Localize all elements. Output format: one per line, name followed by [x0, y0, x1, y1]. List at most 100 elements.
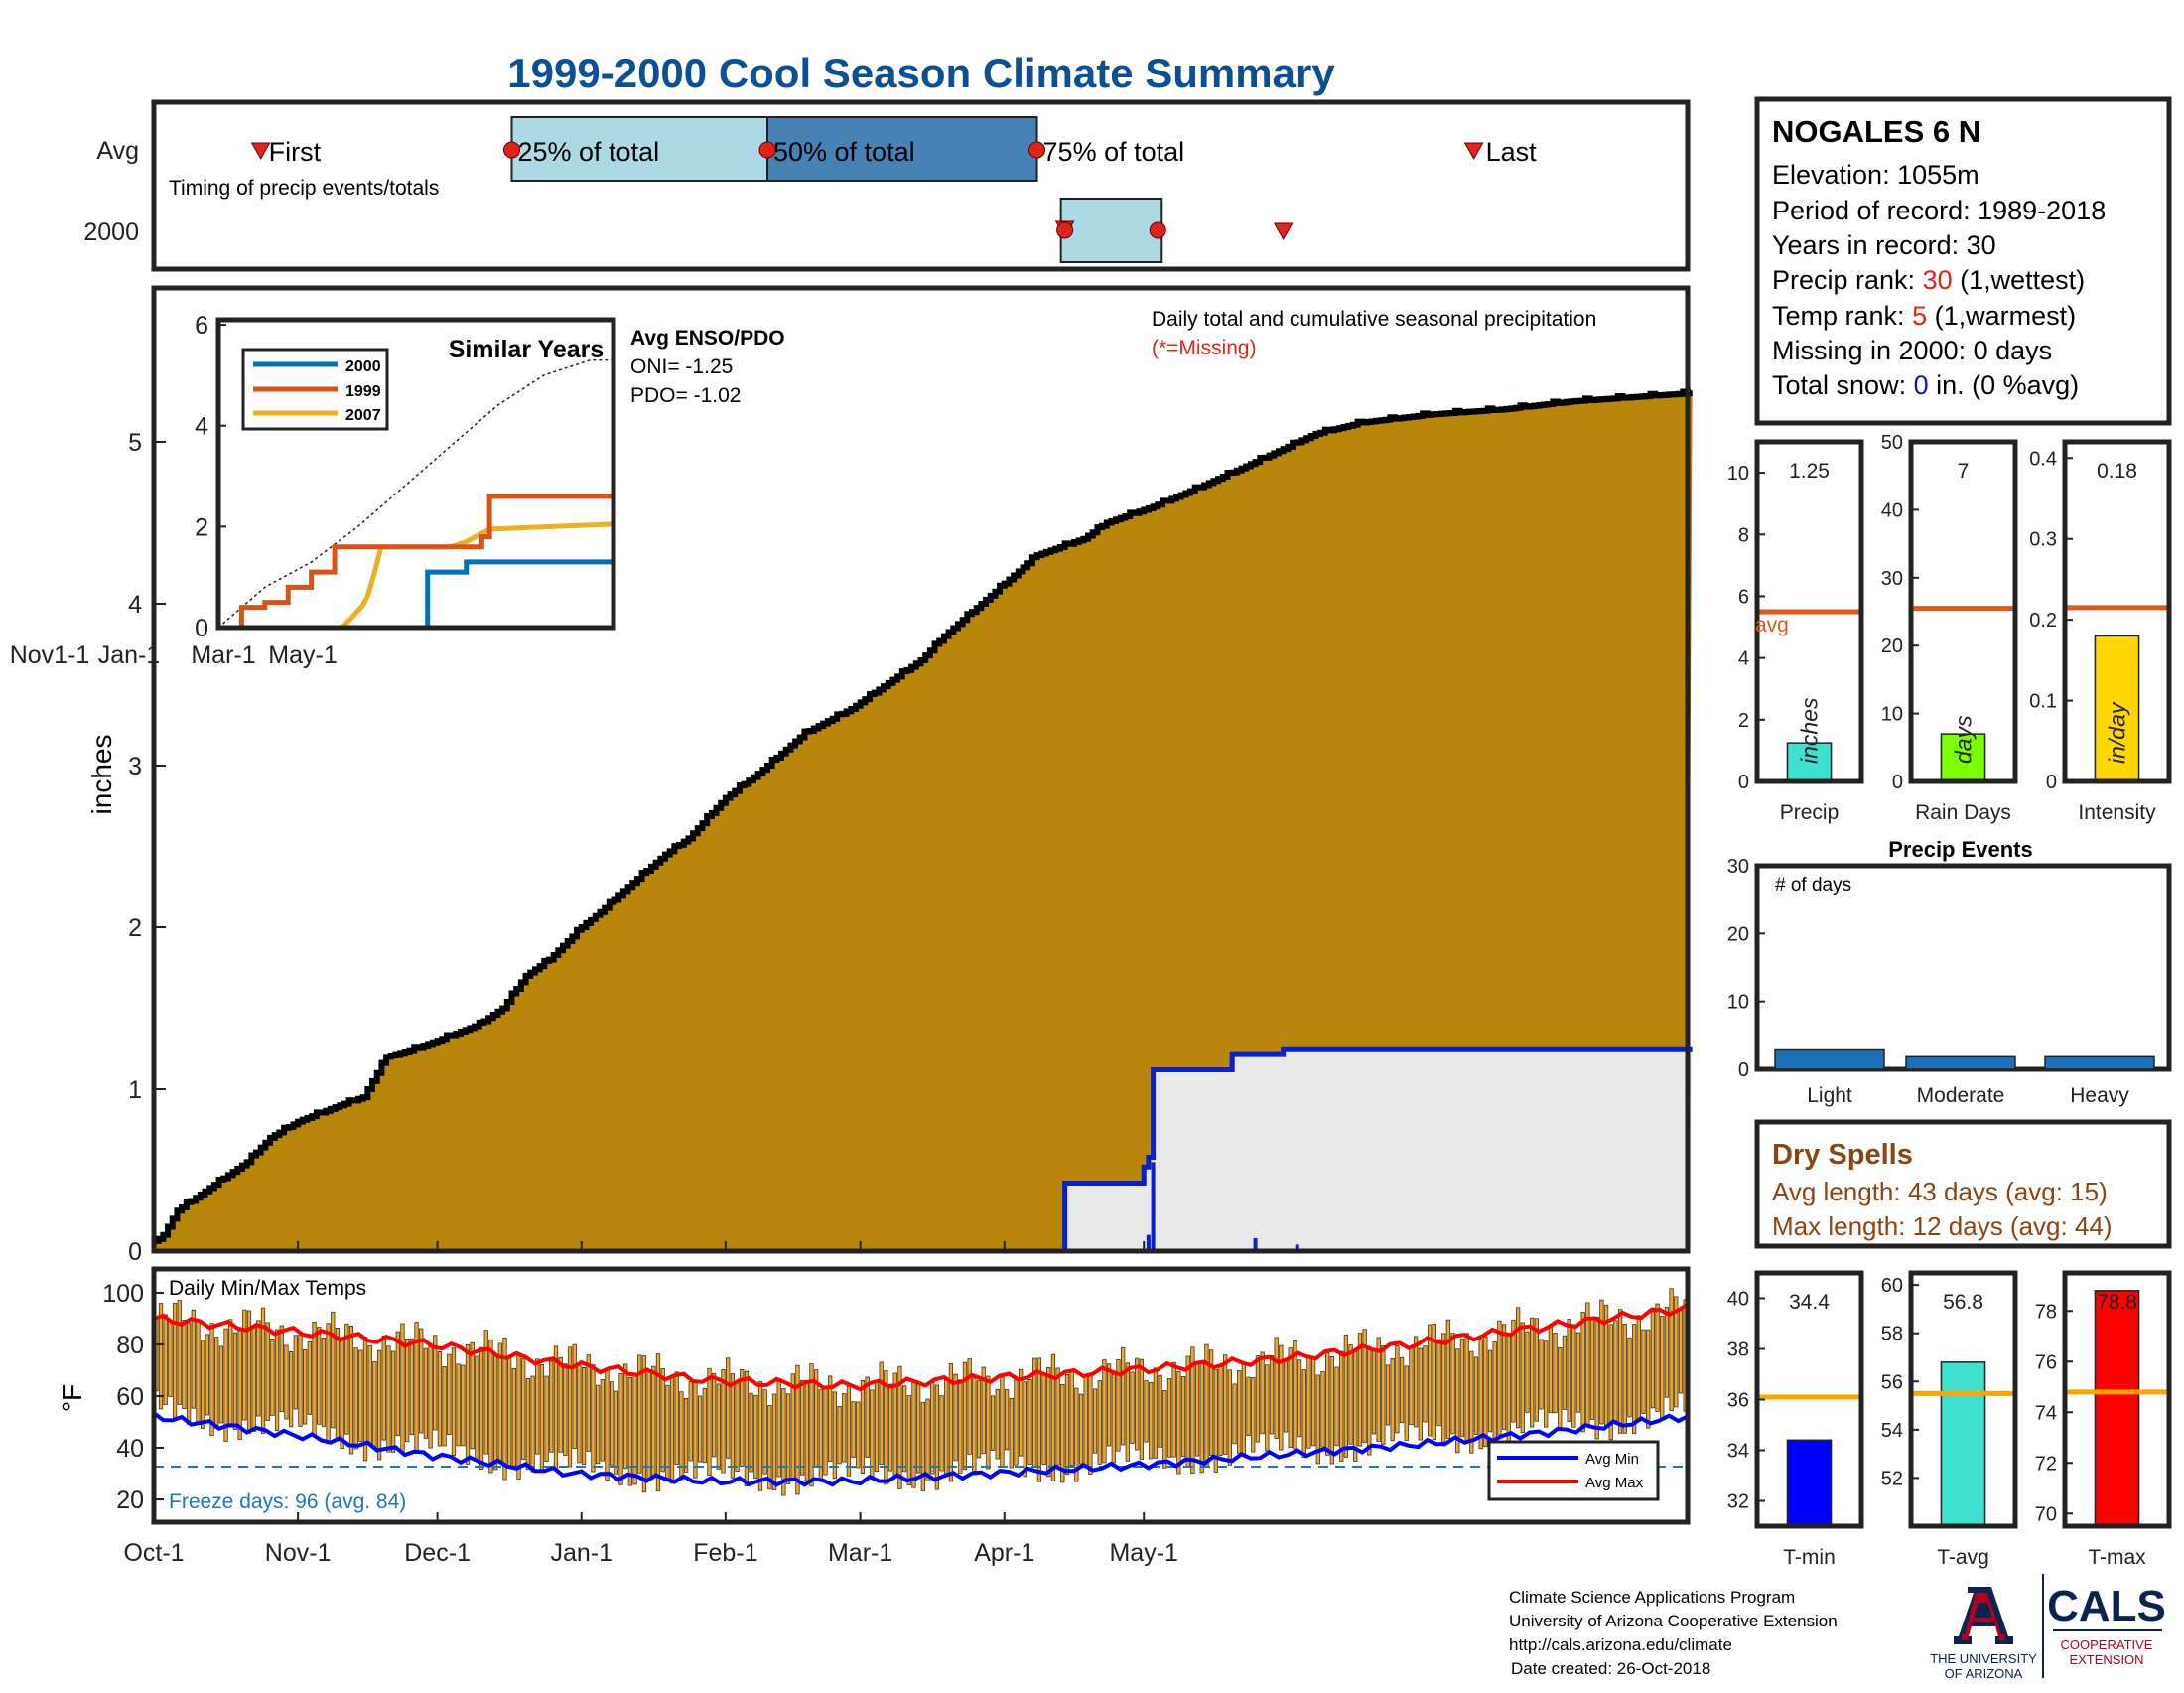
- daily-temp-bar: [251, 1326, 256, 1432]
- month-tick-label: Jan-1: [550, 1539, 613, 1567]
- daily-temp-bar: [376, 1349, 382, 1461]
- tmax-panel-tick-label: 72: [2035, 1453, 2057, 1475]
- daily-temp-bar: [1208, 1349, 1214, 1456]
- main-header: Daily total and cumulative seasonal prec…: [1152, 308, 1596, 331]
- temp-y-tick-label: 60: [116, 1383, 144, 1411]
- main-y-tick-label: 2: [128, 915, 142, 942]
- daily-temp-bar: [1041, 1373, 1046, 1466]
- dry-avg-length: Avg length: 43 days (avg: 15): [1772, 1177, 2108, 1206]
- intensity-panel: 0 0.1 0.2 0.3 0.4 0.18 Intensity in/day: [2029, 439, 2172, 824]
- daily-temp-bar: [781, 1388, 786, 1496]
- daily-temp-bar: [1255, 1355, 1261, 1443]
- daily-temp-bar: [516, 1355, 521, 1480]
- ua-line2: OF ARIZONA: [1945, 1666, 2023, 1681]
- station-years: Years in record: 30: [1772, 230, 1996, 260]
- inset-frame: [215, 317, 616, 631]
- precip-panel-label: Precip: [1780, 801, 1840, 824]
- daily-temp-bar: [1413, 1336, 1419, 1428]
- daily-temp-bar: [785, 1393, 791, 1484]
- temp-y-tick-label: 20: [116, 1486, 144, 1514]
- daily-temp-bar: [1176, 1371, 1181, 1475]
- daily-temp-bar: [804, 1379, 809, 1481]
- daily-temp-bar: [1111, 1373, 1116, 1464]
- legend-2000-label: 2000: [345, 358, 381, 375]
- daily-temp-bar: [1348, 1344, 1353, 1445]
- station-name: NOGALES 6 N: [1772, 114, 1980, 149]
- main-y-tick-label: 3: [128, 753, 142, 780]
- daily-temp-bar: [1469, 1350, 1474, 1454]
- tmin-panel: 32 34 36 38 40 34.4 T-min: [1727, 1270, 1864, 1569]
- daily-temp-bar: [1009, 1397, 1014, 1469]
- temp-y-tick-label: 40: [116, 1435, 144, 1463]
- daily-temp-bar: [303, 1349, 308, 1425]
- daily-temp-bar: [1055, 1367, 1060, 1466]
- daily-temp-bar: [623, 1363, 628, 1470]
- events-bar: [1905, 1055, 2016, 1070]
- p25-label: 25% of total: [518, 137, 660, 167]
- tmin-panel-value-label: 34.4: [1789, 1291, 1830, 1314]
- daily-temp-bar: [465, 1343, 471, 1465]
- precip-panel-value-label: 1.25: [1789, 460, 1830, 483]
- daily-temp-bar: [321, 1337, 327, 1427]
- daily-temp-bar: [1121, 1346, 1126, 1446]
- daily-temp-bar: [1074, 1387, 1079, 1482]
- daily-temp-bar: [948, 1363, 954, 1482]
- events-tick-label: 10: [1727, 992, 1749, 1014]
- daily-temp-bar: [1459, 1339, 1465, 1438]
- precip-panel-tick-label: 10: [1727, 463, 1749, 485]
- daily-temp-bar: [646, 1371, 651, 1481]
- daily-temp-bar: [201, 1340, 205, 1429]
- daily-temp-bar: [1423, 1345, 1428, 1423]
- daily-temp-bar: [879, 1361, 884, 1465]
- temp-legend: Avg Min Avg Max: [1487, 1440, 1660, 1501]
- daily-temp-bar: [614, 1390, 618, 1475]
- daily-temp-bar: [1064, 1374, 1070, 1476]
- daily-temp-bar: [1357, 1333, 1363, 1447]
- daily-temp-bar: [934, 1384, 940, 1490]
- inset-x-tick-label: Mar-1: [191, 641, 255, 669]
- daily-temp-bar: [232, 1332, 238, 1431]
- daily-temp-bar: [1418, 1347, 1423, 1441]
- daily-temp-bar: [535, 1358, 540, 1455]
- daily-temp-bar: [744, 1370, 750, 1487]
- daily-temp-bar: [274, 1329, 280, 1432]
- footer-line1: Climate Science Applications Program: [1509, 1588, 1795, 1607]
- daily-temp-bar: [1329, 1355, 1334, 1465]
- daily-temp-bar: [1320, 1371, 1325, 1448]
- last-label: Last: [1486, 137, 1538, 167]
- daily-temp-bar: [1641, 1329, 1646, 1414]
- intensity-panel-value-label: 0.18: [2097, 460, 2137, 483]
- daily-temp-bar: [1241, 1361, 1247, 1455]
- tmin-panel-bar: [1786, 1439, 1833, 1527]
- daily-temp-bar: [1589, 1317, 1595, 1420]
- main-frame: [151, 285, 1691, 1254]
- daily-temp-bar: [502, 1337, 507, 1481]
- daily-temp-bar: [428, 1343, 433, 1449]
- tmax-panel-value-label: 78.8: [2097, 1291, 2137, 1314]
- precip-panel-tick-label: 6: [1738, 586, 1749, 608]
- daily-temp-bar: [1092, 1388, 1098, 1454]
- daily-temp-bar: [1515, 1307, 1521, 1429]
- daily-temp-bar: [842, 1393, 847, 1463]
- daily-temp-bar: [674, 1371, 679, 1465]
- daily-temp-bar: [1371, 1350, 1377, 1435]
- daily-temp-bar: [1190, 1346, 1195, 1474]
- daily-temp-bar: [1376, 1337, 1381, 1442]
- daily-temp-bar: [390, 1350, 396, 1453]
- daily-temp-bar: [618, 1373, 623, 1485]
- dry-title: Dry Spells: [1772, 1139, 1913, 1171]
- precip-panel-bar: [1786, 742, 1833, 782]
- daily-temp-bar: [1636, 1315, 1641, 1422]
- daily-temp-bar: [419, 1328, 424, 1434]
- daily-temp-bar: [353, 1347, 358, 1450]
- daily-temp-bar: [1288, 1347, 1293, 1449]
- daily-temp-bar: [1669, 1288, 1674, 1412]
- daily-temp-bar: [669, 1375, 675, 1484]
- events-bar: [1774, 1048, 1885, 1070]
- ua-a-inner: [1962, 1593, 2005, 1640]
- daily-temp-bar: [1027, 1379, 1032, 1465]
- events-category-label: Moderate: [1917, 1084, 2005, 1107]
- daily-temp-bar: [270, 1339, 275, 1416]
- precip-panel: 0 2 4 6 8 10 1.25 Precip inches avg: [1727, 439, 1864, 824]
- daily-temp-bar: [740, 1369, 745, 1468]
